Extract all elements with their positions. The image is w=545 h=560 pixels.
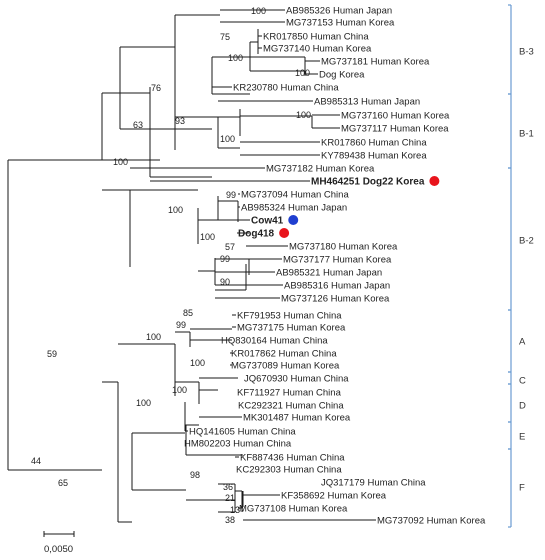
leaf-label: HQ830164 Human China	[221, 336, 328, 347]
leaf-label: KC292321 Human China	[238, 401, 344, 412]
bootstrap-value: 36	[223, 482, 233, 492]
leaf-label: AB985316 Human Japan	[284, 281, 390, 292]
leaf-label: KF791953 Human China	[237, 311, 342, 322]
bootstrap-value: 100	[172, 385, 187, 395]
bootstrap-value: 57	[225, 242, 235, 252]
leaf-label: MG737153 Human Korea	[286, 18, 395, 29]
leaf-label: MG737182 Human Korea	[266, 164, 375, 175]
clade-label: B-2	[519, 236, 534, 247]
bootstrap-labels: 100 75 100 100 76 93 100 100 63 100 99 100 100 57 99 90…	[31, 6, 311, 525]
leaf-label: KF358692 Human Korea	[281, 491, 387, 502]
clade-brackets: B-3 B-1 B-2 A C D E F	[508, 4, 534, 528]
bootstrap-value: 75	[220, 32, 230, 42]
leaf-label: MG737108 Human Korea	[239, 504, 348, 515]
bootstrap-value: 93	[175, 116, 185, 126]
leaf-label: JQ670930 Human China	[244, 374, 349, 385]
bootstrap-value: 100	[295, 68, 310, 78]
leaf-label: KC292303 Human China	[236, 465, 342, 476]
leaf-label: AB985324 Human Japan	[241, 203, 347, 214]
bootstrap-value: 44	[31, 456, 41, 466]
leaf-label: HM802203 Human China	[184, 439, 292, 450]
bootstrap-value: 76	[151, 83, 161, 93]
leaf-label: Dog Korea	[319, 70, 365, 81]
leaf-label: MG737092 Human Korea	[377, 516, 486, 527]
leaf-label: Cow41	[251, 216, 284, 227]
leaf-label: KF887436 Human China	[240, 453, 345, 464]
sample-marker-dot	[429, 176, 440, 186]
bootstrap-value: 90	[220, 277, 230, 287]
leaf-label: Dog418	[238, 229, 275, 240]
clade-label: B-1	[519, 129, 534, 140]
leaf-label: KF711927 Human China	[237, 388, 342, 399]
bootstrap-value: 100	[168, 205, 183, 215]
leaf-label: MG737094 Human China	[241, 190, 349, 201]
leaf-label: AB985326 Human Japan	[286, 6, 392, 17]
bootstrap-value: 99	[176, 320, 186, 330]
bootstrap-value: 100	[296, 110, 311, 120]
clade-label: F	[519, 483, 525, 494]
leaf-label: MG737089 Human Korea	[231, 361, 340, 372]
bootstrap-value: 13	[230, 505, 240, 515]
leaf-label: KR230780 Human China	[233, 83, 339, 94]
bootstrap-value: 100	[220, 134, 235, 144]
leaf-label: JQ317179 Human China	[321, 478, 426, 489]
bootstrap-value: 59	[47, 349, 57, 359]
leaf-label: MG737160 Human Korea	[341, 111, 450, 122]
leaf-label: MG737180 Human Korea	[289, 242, 398, 253]
bootstrap-value: 98	[190, 470, 200, 480]
leaf-label: MG737126 Human Korea	[281, 294, 390, 305]
leaf-label: KY789438 Human Korea	[321, 151, 427, 162]
bootstrap-value: 21	[225, 493, 235, 503]
clade-label: A	[519, 337, 526, 348]
leaf-label: KR017860 Human China	[321, 138, 427, 149]
leaf-label: AB985313 Human Japan	[314, 97, 420, 108]
leaf-label: MK301487 Human Korea	[243, 413, 351, 424]
bootstrap-value: 100	[251, 6, 266, 16]
scale-bar-label: 0,0050	[44, 544, 73, 555]
clade-label: C	[519, 376, 526, 387]
sample-marker-dot	[288, 215, 299, 225]
scale-bar: 0,0050	[43, 531, 75, 555]
bootstrap-value: 85	[183, 308, 193, 318]
bootstrap-value: 100	[113, 157, 128, 167]
clade-label: B-3	[519, 47, 534, 58]
leaf-label: AB985321 Human Japan	[276, 268, 382, 279]
leaf-label: MG737177 Human Korea	[283, 255, 392, 266]
leaf-label: HQ141605 Human China	[189, 427, 296, 438]
bootstrap-value: 100	[190, 358, 205, 368]
leaf-label: MG737175 Human Korea	[237, 323, 346, 334]
leaf-label: KR017862 Human China	[231, 349, 337, 360]
bootstrap-value: 99	[220, 254, 230, 264]
bootstrap-value: 38	[225, 515, 235, 525]
bootstrap-value: 99	[226, 190, 236, 200]
leaf-label: MG737117 Human Korea	[341, 124, 449, 135]
leaf-label: MG737181 Human Korea	[321, 57, 430, 68]
clade-label: D	[519, 401, 526, 412]
leaf-label: MH464251 Dog22 Korea	[311, 177, 425, 188]
clade-label: E	[519, 432, 525, 443]
bootstrap-value: 100	[200, 232, 215, 242]
bootstrap-value: 100	[228, 53, 243, 63]
tree-branches	[7, 9, 376, 523]
leaf-label: KR017850 Human China	[263, 32, 369, 43]
bootstrap-value: 65	[58, 478, 68, 488]
bootstrap-value: 63	[133, 120, 143, 130]
bootstrap-value: 100	[146, 332, 161, 342]
bootstrap-value: 100	[136, 398, 151, 408]
leaf-label: MG737140 Human Korea	[263, 44, 372, 55]
sample-marker-dot	[279, 228, 290, 238]
